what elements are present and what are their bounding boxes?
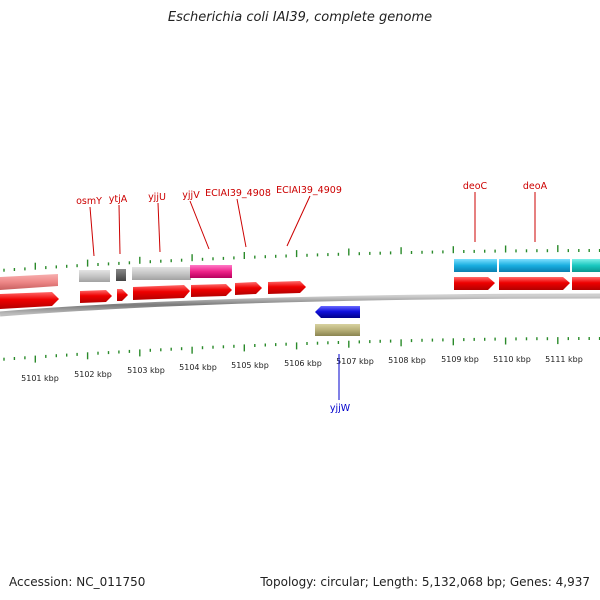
gene-feature[interactable] <box>116 269 126 281</box>
gene-label-deoC[interactable]: deoC <box>463 181 488 192</box>
kbp-label: 5101 kbp <box>21 374 59 383</box>
gene-feature[interactable] <box>499 259 570 272</box>
kbp-label: 5110 kbp <box>493 355 531 364</box>
gene-label-leaders <box>89 192 536 400</box>
plus-strand-gene-arrow[interactable] <box>268 281 306 294</box>
feature-track-outer <box>0 259 600 290</box>
gene-label-ytjA[interactable]: ytjA <box>109 194 128 205</box>
gene-label-deoA[interactable]: deoA <box>523 181 548 192</box>
plus-strand-gene-arrow[interactable] <box>572 277 600 290</box>
gene-feature[interactable] <box>454 259 497 272</box>
gene-label-yjjV[interactable]: yjjV <box>182 190 200 201</box>
gene-feature[interactable] <box>0 274 58 290</box>
map-title: Escherichia coli IAI39, complete genome <box>167 10 433 25</box>
kbp-label: 5104 kbp <box>179 363 217 372</box>
kbp-label: 5106 kbp <box>284 359 322 368</box>
plus-strand-gene-arrow[interactable] <box>117 289 128 301</box>
minus-strand-track <box>315 306 360 336</box>
kbp-label: 5103 kbp <box>127 366 165 375</box>
plus-strand-track <box>0 277 600 309</box>
plus-strand-gene-arrow[interactable] <box>235 282 262 295</box>
gene-labels: osmY ytjA yjjU yjjV ECIAI39_4908 ECIAI39… <box>76 181 548 414</box>
kbp-label: 5108 kbp <box>388 356 426 365</box>
kbp-label: 5107 kbp <box>336 357 374 366</box>
gene-feature[interactable] <box>190 265 232 278</box>
genome-summary-text: Topology: circular; Length: 5,132,068 bp… <box>260 575 590 589</box>
plus-strand-gene-arrow[interactable] <box>80 290 112 303</box>
gene-label-osmY[interactable]: osmY <box>76 196 102 207</box>
accession-text: Accession: NC_011750 <box>9 575 146 589</box>
lower-tick-marks <box>3 337 600 363</box>
genome-backbone <box>0 293 600 317</box>
plus-strand-gene-arrow[interactable] <box>0 292 59 309</box>
gene-feature[interactable] <box>132 267 191 280</box>
kbp-label: 5102 kbp <box>74 370 112 379</box>
kbp-label: 5109 kbp <box>441 355 479 364</box>
gene-label-yjjU[interactable]: yjjU <box>148 192 166 203</box>
gene-feature[interactable] <box>79 270 110 282</box>
gene-feature[interactable] <box>315 324 360 336</box>
kbp-label: 5111 kbp <box>545 355 583 364</box>
gene-label-ECIAI39_4909[interactable]: ECIAI39_4909 <box>276 185 342 196</box>
minus-strand-gene-arrow[interactable] <box>315 306 360 318</box>
plus-strand-gene-arrow[interactable] <box>191 284 232 297</box>
gene-label-ECIAI39_4908[interactable]: ECIAI39_4908 <box>205 188 271 199</box>
plus-strand-gene-arrow[interactable] <box>133 285 190 300</box>
plus-strand-gene-arrow[interactable] <box>499 277 570 290</box>
gene-label-yjjW[interactable]: yjjW <box>330 403 351 414</box>
gene-feature[interactable] <box>572 259 600 272</box>
plus-strand-gene-arrow[interactable] <box>454 277 495 290</box>
kbp-scale: 5101 kbp 5102 kbp 5103 kbp 5104 kbp 5105… <box>21 355 583 383</box>
kbp-label: 5105 kbp <box>231 361 269 370</box>
